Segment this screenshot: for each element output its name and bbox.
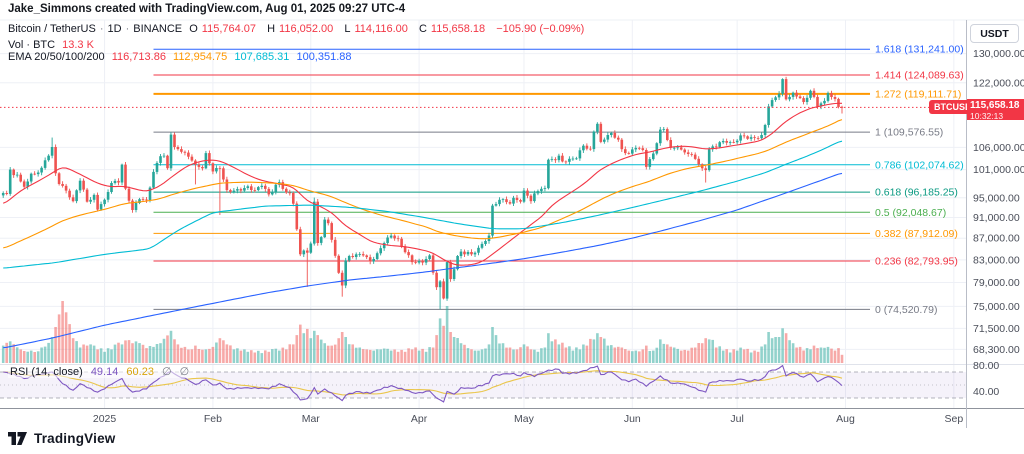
ema100-value: 107,685.31 xyxy=(234,51,290,63)
svg-text:Feb: Feb xyxy=(204,413,222,425)
high-group: H 116,052.00 xyxy=(267,23,334,35)
ema20-value: 116,713.86 xyxy=(111,51,166,63)
candlestick-series xyxy=(1,76,844,310)
rsi-ma-line xyxy=(3,370,843,396)
svg-text:80.00: 80.00 xyxy=(973,360,999,372)
volume-value: 13.3 K xyxy=(62,39,94,51)
symbol-legend-row[interactable]: Bitcoin / TetherUS · 1D · BINANCE O 115,764.0… xyxy=(8,23,588,35)
ema-label: EMA 20/50/100/200 xyxy=(8,51,105,63)
svg-text:Sep: Sep xyxy=(944,413,963,425)
open-group: O 115,764.07 xyxy=(189,23,257,35)
tradingview-logo-text: TradingView xyxy=(34,431,116,446)
ema200-line xyxy=(3,172,843,349)
attribution-text: Jake_Simmons created with TradingView.co… xyxy=(8,3,406,15)
svg-text:101,000.00: 101,000.00 xyxy=(973,164,1024,176)
gridlines xyxy=(0,20,966,409)
low-group: L 114,116.00 xyxy=(344,23,408,35)
svg-text:0.236 (82,793.95): 0.236 (82,793.95) xyxy=(875,255,958,267)
svg-text:0.382 (87,912.09): 0.382 (87,912.09) xyxy=(875,228,958,240)
symbol-name: Bitcoin / TetherUS xyxy=(8,23,96,35)
svg-text:0.786 (102,074.62): 0.786 (102,074.62) xyxy=(875,159,964,171)
fib-level-labels: 1.618 (131,241.00) 1.414 (124,089.63) 1.27… xyxy=(875,44,964,316)
ema-legend-row[interactable]: EMA 20/50/100/200 116,713.86 112,954.75 … xyxy=(8,51,356,63)
close-value: 115,658.18 xyxy=(430,23,486,35)
currency-toggle-button[interactable]: USDT xyxy=(970,24,1019,43)
ema-lines xyxy=(2,102,843,349)
separator: · xyxy=(125,23,130,35)
svg-text:Apr: Apr xyxy=(411,413,428,425)
svg-text:106,000.00: 106,000.00 xyxy=(973,142,1024,154)
svg-text:122,000.00: 122,000.00 xyxy=(973,77,1024,89)
tradingview-logo-icon xyxy=(8,432,27,445)
change-value: −105.90 (−0.09%) xyxy=(496,23,585,35)
price-axis[interactable] xyxy=(967,20,1024,409)
svg-text:Aug: Aug xyxy=(836,413,855,425)
exchange-label: BINANCE xyxy=(133,23,183,35)
last-price-badge: 115,658.18 10:32:13 xyxy=(967,99,1024,120)
svg-text:Jun: Jun xyxy=(624,413,641,425)
svg-text:1 (109,576.55): 1 (109,576.55) xyxy=(875,127,943,139)
rsi-hidden-band-icon: ∅ xyxy=(179,366,190,378)
volume-bars xyxy=(1,301,844,363)
time-axis[interactable] xyxy=(0,409,1024,429)
high-value: 116,052.00 xyxy=(279,23,334,35)
svg-text:1.618 (131,241.00): 1.618 (131,241.00) xyxy=(875,44,964,56)
svg-text:83,000.00: 83,000.00 xyxy=(973,254,1020,266)
ema200-value: 100,351.88 xyxy=(296,51,352,63)
fib-extension-lines xyxy=(153,48,870,310)
close-group: C 115,658.18 xyxy=(418,23,486,35)
svg-text:87,000.00: 87,000.00 xyxy=(973,233,1020,245)
svg-text:40.00: 40.00 xyxy=(973,386,999,398)
svg-text:0.5 (92,048.67): 0.5 (92,048.67) xyxy=(875,207,946,219)
svg-text:Mar: Mar xyxy=(302,413,321,425)
open-value: 115,764.07 xyxy=(201,23,257,35)
rsi-legend-row[interactable]: RSI (14, close) 49.14 60.23 ∅ ∅ xyxy=(8,365,197,378)
svg-text:95,000.00: 95,000.00 xyxy=(973,192,1020,204)
rsi-line xyxy=(3,364,843,403)
rsi-hidden-band-icon: ∅ xyxy=(162,366,172,378)
svg-text:1.272 (119,111.71): 1.272 (119,111.71) xyxy=(875,88,961,100)
last-price-value: 115,658.18 xyxy=(970,100,1020,111)
svg-text:0.618 (96,185.25): 0.618 (96,185.25) xyxy=(875,187,958,199)
axis-frame xyxy=(0,19,1024,428)
svg-text:0 (74,520.79): 0 (74,520.79) xyxy=(875,304,937,316)
svg-text:1.414 (124,089.63): 1.414 (124,089.63) xyxy=(875,70,964,82)
svg-text:68,300.00: 68,300.00 xyxy=(973,344,1020,356)
svg-text:2025: 2025 xyxy=(93,413,117,425)
rsi-title: RSI (14, close) xyxy=(10,366,83,378)
rsi-axis-labels: 80.00 40.00 xyxy=(973,360,999,398)
price-axis-labels: 130,000.00 122,000.00 106,000.00 101,000.00… xyxy=(973,48,1024,356)
volume-legend-row[interactable]: Vol · BTC 13.3 K xyxy=(8,39,98,51)
svg-text:79,000.00: 79,000.00 xyxy=(973,277,1020,289)
ema50-line xyxy=(3,119,843,249)
svg-text:71,500.00: 71,500.00 xyxy=(973,323,1020,335)
rsi-ma-value: 60.23 xyxy=(126,366,154,378)
separator: · xyxy=(99,23,104,35)
tradingview-logo[interactable]: TradingView xyxy=(8,431,115,446)
svg-text:May: May xyxy=(514,413,535,425)
svg-text:91,000.00: 91,000.00 xyxy=(973,212,1020,224)
bar-countdown: 10:32:13 xyxy=(970,111,1004,121)
volume-label: Vol · BTC xyxy=(8,39,56,51)
svg-text:Jul: Jul xyxy=(730,413,743,425)
ema20-line xyxy=(2,102,842,266)
svg-text:75,000.00: 75,000.00 xyxy=(973,301,1020,313)
time-axis-labels: 2025 Feb Mar Apr May Jun Jul Aug Sep xyxy=(93,413,963,425)
svg-text:130,000.00: 130,000.00 xyxy=(973,48,1024,60)
low-value: 114,116.00 xyxy=(354,23,408,35)
ema100-line xyxy=(3,140,843,269)
interval-label: 1D xyxy=(107,23,122,35)
ema50-value: 112,954.75 xyxy=(173,51,228,63)
rsi-value: 49.14 xyxy=(90,366,119,378)
